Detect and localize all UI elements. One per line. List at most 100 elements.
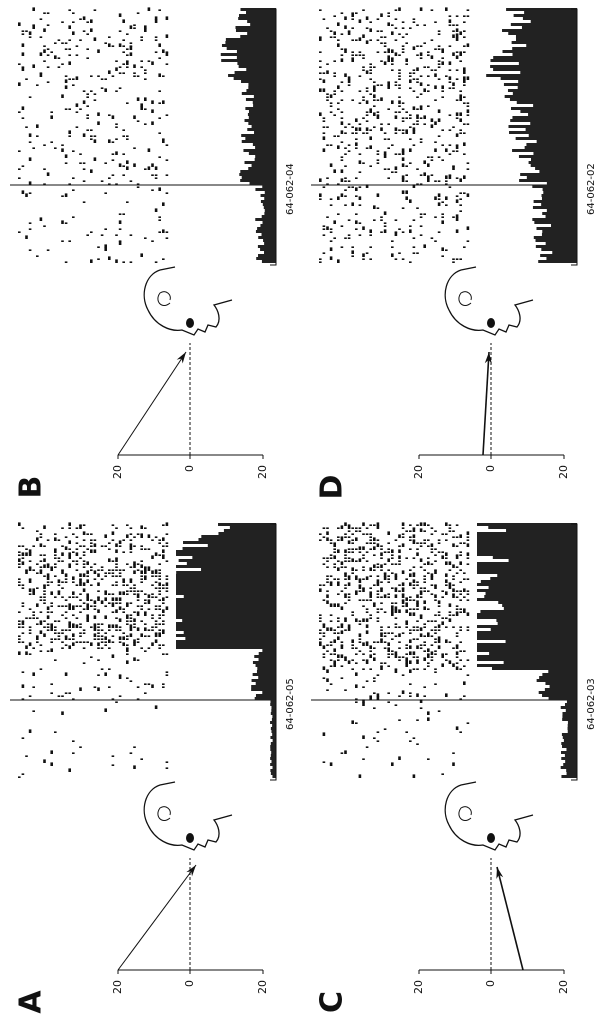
spike	[68, 39, 72, 41]
spike	[412, 572, 416, 574]
spike	[50, 648, 54, 652]
spike	[448, 524, 452, 526]
spike	[383, 576, 387, 580]
spike	[387, 548, 391, 550]
spike	[376, 563, 380, 565]
spike	[434, 584, 437, 586]
histogram-bar	[263, 206, 276, 209]
spike	[347, 84, 351, 86]
spike	[57, 635, 61, 637]
spike	[322, 761, 326, 763]
spike	[401, 151, 405, 155]
spike	[144, 650, 147, 652]
spike	[326, 93, 329, 95]
spike	[337, 135, 340, 137]
spike	[463, 681, 466, 685]
histogram-bar	[490, 577, 577, 580]
spike	[452, 258, 455, 260]
histogram-bar	[201, 535, 277, 538]
spike	[68, 61, 72, 65]
spike	[351, 647, 355, 649]
spike	[136, 12, 140, 14]
spike	[459, 258, 462, 260]
spike	[126, 201, 129, 203]
spike	[401, 102, 405, 104]
spike	[409, 138, 412, 140]
spike	[441, 144, 444, 146]
histogram-bar	[264, 242, 277, 245]
histogram-bar	[548, 697, 577, 700]
histogram-bar	[549, 685, 577, 688]
spike	[383, 563, 387, 565]
spike	[401, 522, 405, 526]
spike	[380, 638, 383, 640]
spike	[326, 600, 329, 604]
spike	[383, 51, 387, 53]
spike	[448, 660, 452, 664]
spike	[133, 561, 136, 565]
spike	[455, 144, 459, 146]
spike	[133, 72, 136, 74]
spike	[437, 45, 441, 47]
spike	[90, 656, 93, 658]
spike	[46, 563, 50, 565]
spike	[79, 605, 82, 607]
spike	[21, 621, 25, 625]
spike	[394, 9, 398, 11]
spike	[326, 566, 329, 568]
spike	[358, 623, 362, 625]
spike	[351, 567, 355, 571]
spike	[412, 608, 416, 610]
spike	[351, 57, 355, 59]
histogram-bar	[176, 553, 276, 556]
histogram-bar	[526, 44, 578, 47]
spike	[162, 524, 165, 526]
spike	[32, 588, 36, 592]
spike	[409, 72, 412, 74]
spike	[165, 671, 169, 673]
spike	[158, 575, 161, 577]
histogram-bar	[272, 733, 276, 736]
spike	[434, 653, 437, 655]
spike	[43, 28, 46, 32]
spike	[72, 31, 75, 35]
spike	[100, 87, 104, 89]
histogram-bar	[563, 763, 578, 766]
histogram-bar	[238, 17, 276, 20]
spike	[118, 43, 122, 47]
spike	[75, 563, 79, 565]
spike	[369, 246, 373, 248]
spike	[387, 168, 391, 170]
spike	[351, 611, 355, 613]
spike	[369, 78, 373, 80]
spike	[54, 533, 57, 535]
spike	[82, 629, 86, 631]
spike	[416, 168, 419, 170]
spike	[383, 728, 387, 730]
spike	[419, 216, 423, 218]
spike	[36, 587, 39, 589]
histogram-bar	[498, 601, 578, 604]
spike	[79, 626, 82, 628]
histogram-bar	[270, 754, 276, 757]
spike	[427, 163, 430, 167]
spike	[136, 593, 140, 595]
spike	[93, 37, 97, 41]
spike	[100, 578, 104, 580]
spike	[430, 174, 434, 176]
spike	[362, 162, 365, 164]
spike	[373, 81, 376, 83]
spike	[427, 590, 430, 592]
spike	[459, 90, 462, 92]
spike	[36, 255, 39, 257]
spike	[50, 111, 54, 113]
histogram-bar	[477, 625, 577, 628]
histogram-bar	[515, 137, 578, 140]
histogram-bar	[502, 29, 577, 32]
histogram-bar	[560, 766, 577, 769]
histogram-bar	[504, 95, 577, 98]
spike	[369, 695, 373, 697]
spike	[351, 39, 355, 41]
spike	[68, 54, 72, 56]
histogram-bar	[477, 541, 577, 544]
